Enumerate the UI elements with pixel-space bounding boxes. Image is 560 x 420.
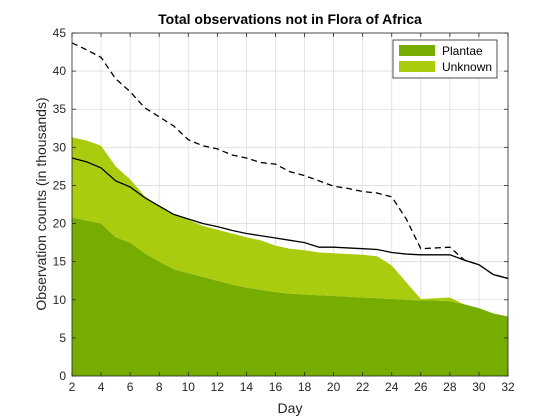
y-tick-label: 35 — [53, 102, 67, 116]
x-tick-label: 10 — [182, 380, 196, 394]
x-tick-label: 16 — [269, 380, 283, 394]
x-tick-label: 22 — [356, 380, 370, 394]
legend-label-unknown: Unknown — [442, 60, 492, 74]
y-tick-label: 0 — [59, 369, 66, 383]
line-series-solid — [71, 157, 509, 280]
y-tick-label: 15 — [53, 255, 67, 269]
x-tick-label: 28 — [443, 380, 457, 394]
area-series-unknown — [72, 137, 508, 317]
y-tick-label: 40 — [53, 64, 67, 78]
x-tick-label: 18 — [298, 380, 312, 394]
x-tick-label: 8 — [156, 380, 163, 394]
x-tick-label: 24 — [385, 380, 399, 394]
x-tick-label: 30 — [472, 380, 486, 394]
y-tick-label: 25 — [53, 178, 67, 192]
x-tick-label: 20 — [327, 380, 341, 394]
legend-swatch-plantae — [399, 45, 435, 56]
y-tick-label: 20 — [53, 217, 67, 231]
y-tick-label: 30 — [53, 140, 67, 154]
y-axis-title: Observation counts (in thousands) — [33, 97, 49, 310]
x-tick-label: 32 — [501, 380, 515, 394]
y-tick-label: 45 — [53, 26, 67, 40]
x-axis-title: Day — [278, 400, 303, 416]
x-tick-label: 2 — [69, 380, 76, 394]
legend: Plantae Unknown — [392, 39, 498, 79]
area-series-plantae — [72, 217, 508, 376]
plot-frame — [71, 32, 509, 377]
x-tick-label: 4 — [98, 380, 105, 394]
legend-label-plantae: Plantae — [442, 44, 483, 58]
x-tick-label: 6 — [127, 380, 134, 394]
y-tick-label: 5 — [59, 331, 66, 345]
x-tick-label: 12 — [211, 380, 225, 394]
legend-swatch-unknown — [399, 61, 435, 72]
x-tick-label: 14 — [240, 380, 254, 394]
x-tick-label: 26 — [414, 380, 428, 394]
line-series-dashed — [71, 42, 509, 280]
chart-title: Total observations not in Flora of Afric… — [158, 11, 422, 27]
y-tick-label: 10 — [53, 293, 67, 307]
